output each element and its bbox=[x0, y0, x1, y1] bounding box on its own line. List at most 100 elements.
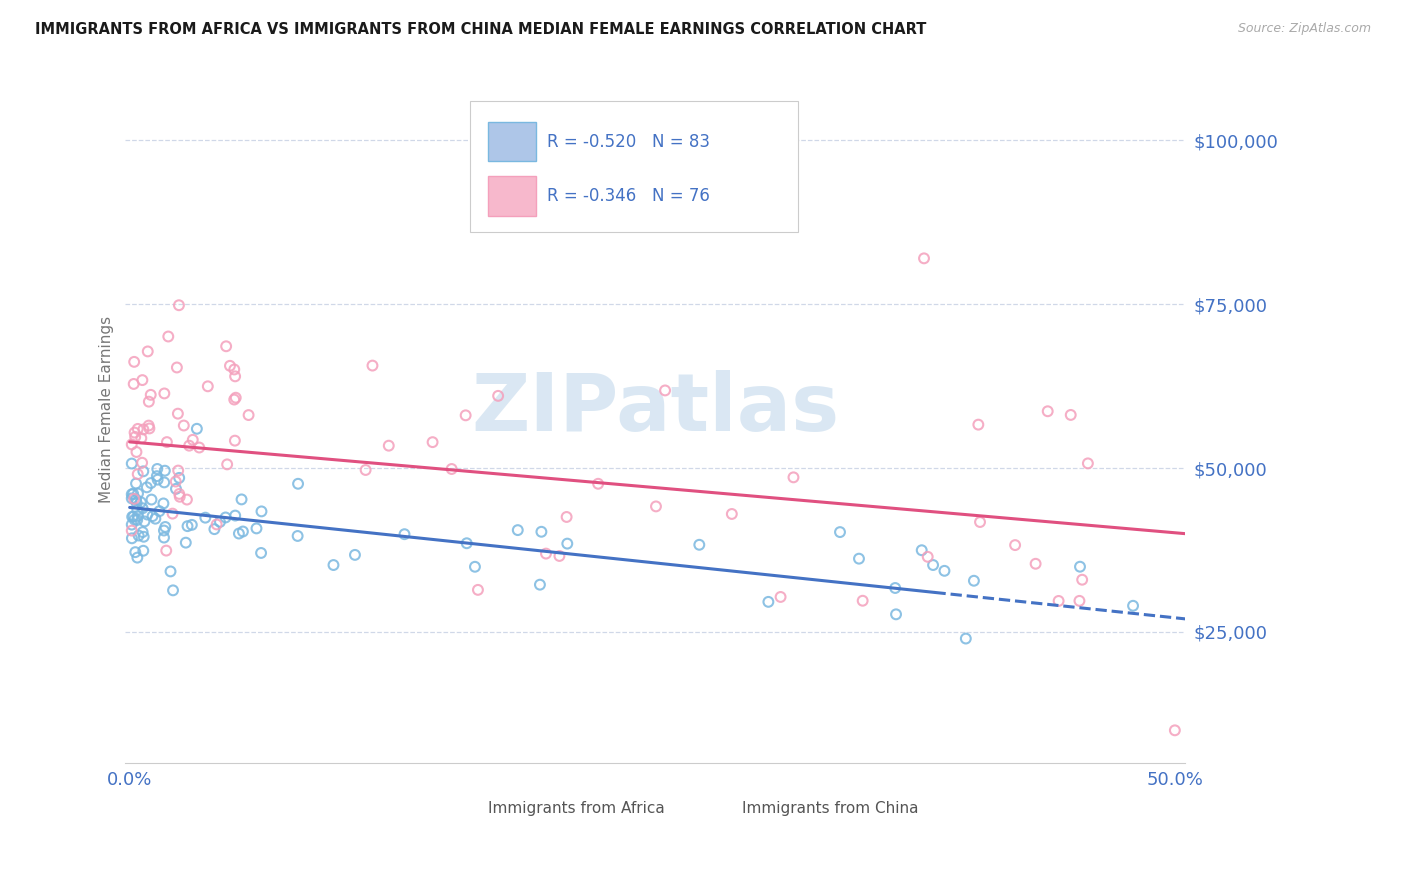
Point bbox=[159, 565, 181, 579]
Point bbox=[354, 463, 377, 477]
Point bbox=[1071, 573, 1094, 587]
FancyBboxPatch shape bbox=[488, 121, 536, 161]
Point bbox=[145, 511, 167, 525]
Point bbox=[167, 407, 190, 421]
Text: Immigrants from Africa: Immigrants from Africa bbox=[488, 801, 665, 816]
Point bbox=[121, 517, 143, 532]
Point bbox=[205, 517, 228, 532]
Point bbox=[125, 492, 148, 507]
Point bbox=[139, 476, 162, 491]
Point bbox=[153, 531, 176, 545]
Point bbox=[548, 549, 571, 563]
Point bbox=[155, 520, 177, 534]
Point bbox=[782, 470, 804, 484]
Point bbox=[214, 510, 236, 524]
Point bbox=[167, 471, 190, 485]
Point bbox=[688, 538, 710, 552]
Point bbox=[394, 527, 416, 541]
Point bbox=[456, 536, 478, 550]
Point bbox=[153, 475, 176, 490]
Point bbox=[721, 507, 744, 521]
FancyBboxPatch shape bbox=[703, 801, 735, 816]
Point bbox=[1164, 723, 1187, 738]
Point bbox=[148, 504, 170, 518]
Point bbox=[208, 515, 231, 529]
Point bbox=[146, 473, 169, 487]
Y-axis label: Median Female Earnings: Median Female Earnings bbox=[100, 316, 114, 503]
Point bbox=[217, 458, 239, 472]
Point bbox=[167, 464, 190, 478]
Point bbox=[153, 464, 176, 478]
Point bbox=[132, 422, 155, 436]
Point bbox=[934, 564, 956, 578]
Point bbox=[131, 373, 153, 387]
Point bbox=[127, 550, 149, 565]
Point bbox=[125, 476, 148, 491]
Point bbox=[155, 543, 177, 558]
Point bbox=[156, 435, 179, 450]
Point bbox=[132, 530, 155, 544]
Point bbox=[129, 495, 152, 509]
Point bbox=[969, 515, 991, 529]
Point bbox=[166, 360, 188, 375]
Point bbox=[127, 513, 149, 527]
Point bbox=[848, 551, 870, 566]
Point bbox=[238, 408, 260, 422]
Point bbox=[181, 433, 204, 447]
Point bbox=[179, 439, 201, 453]
Point bbox=[555, 536, 578, 550]
Point bbox=[176, 492, 198, 507]
Point bbox=[361, 359, 384, 373]
Point bbox=[454, 409, 477, 423]
Point bbox=[127, 467, 149, 482]
Point bbox=[287, 476, 309, 491]
Text: Immigrants from China: Immigrants from China bbox=[742, 801, 918, 816]
Point bbox=[174, 535, 197, 549]
Point bbox=[224, 508, 246, 523]
Point bbox=[225, 391, 247, 405]
Point bbox=[127, 486, 149, 500]
Point bbox=[124, 430, 146, 444]
FancyBboxPatch shape bbox=[488, 177, 536, 216]
Point bbox=[121, 457, 143, 471]
Point bbox=[828, 525, 851, 540]
Point bbox=[231, 492, 253, 507]
Point bbox=[153, 386, 176, 401]
Point bbox=[167, 298, 190, 312]
Point bbox=[121, 437, 143, 451]
Point bbox=[530, 524, 553, 539]
Point bbox=[529, 577, 551, 591]
Point bbox=[219, 359, 242, 373]
Point bbox=[122, 509, 145, 524]
Point bbox=[186, 422, 208, 436]
Point bbox=[912, 252, 935, 266]
Point bbox=[245, 521, 267, 535]
Point bbox=[197, 379, 219, 393]
Point bbox=[127, 422, 149, 436]
Point bbox=[534, 547, 557, 561]
Point bbox=[121, 524, 143, 538]
Point bbox=[138, 394, 160, 409]
Point bbox=[136, 508, 159, 522]
Point bbox=[131, 525, 153, 540]
Point bbox=[146, 469, 169, 483]
Point bbox=[232, 524, 254, 539]
Text: R = -0.346   N = 76: R = -0.346 N = 76 bbox=[547, 187, 710, 205]
Point bbox=[1004, 538, 1026, 552]
Point bbox=[125, 496, 148, 510]
Point bbox=[224, 369, 246, 384]
Point bbox=[122, 376, 145, 391]
Point bbox=[176, 519, 198, 533]
Point bbox=[224, 434, 246, 448]
Point bbox=[250, 504, 273, 518]
Point bbox=[165, 475, 187, 489]
Point bbox=[127, 503, 149, 517]
Point bbox=[955, 632, 977, 646]
Point bbox=[169, 490, 191, 504]
Point bbox=[852, 593, 875, 607]
Point bbox=[165, 482, 187, 496]
Point bbox=[136, 344, 159, 359]
Point bbox=[167, 487, 190, 501]
Point bbox=[127, 508, 149, 523]
Point bbox=[586, 476, 609, 491]
